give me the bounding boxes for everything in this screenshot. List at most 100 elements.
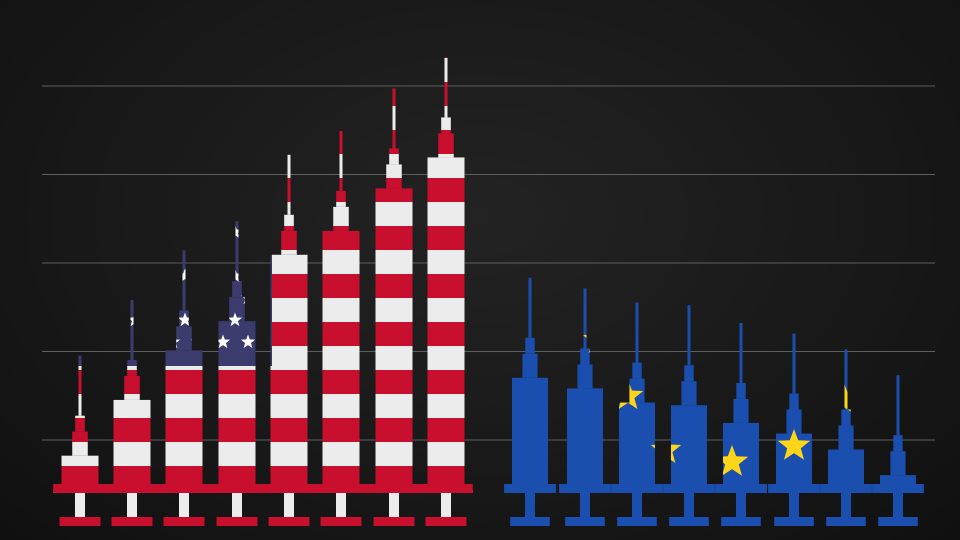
usa-syringe-bar (419, 484, 473, 526)
usa-star (152, 224, 168, 239)
usa-star (215, 290, 231, 305)
eu-syringe-needle (528, 277, 532, 338)
eu-series (504, 277, 924, 526)
usa-star (177, 224, 193, 239)
eu-syringe-hub (684, 365, 694, 382)
usa-star (127, 224, 143, 239)
usa-star (140, 246, 156, 261)
eu-syringe-rod (789, 493, 799, 517)
usa-canton (53, 200, 272, 366)
eu-syringe-thumb (565, 517, 605, 526)
eu-syringe-barrel (619, 402, 655, 484)
usa-star (65, 202, 81, 217)
usa-star (90, 202, 106, 217)
eu-syringe-rod (632, 493, 642, 517)
usa-star (77, 224, 93, 239)
usa-star (240, 246, 256, 261)
eu-syringe-neck (522, 353, 538, 378)
usa-star (53, 290, 56, 305)
usa-star (77, 268, 93, 283)
eu-syringe-needle (739, 322, 743, 383)
usa-plunger-rod (389, 493, 399, 517)
usa-plunger-flange (105, 484, 159, 493)
usa-star (127, 312, 143, 327)
usa-star (252, 224, 268, 239)
usa-plunger-rod (75, 493, 85, 517)
eu-syringe-neck (786, 409, 802, 434)
usa-star (102, 224, 118, 239)
eu-syringe-bar (611, 302, 663, 526)
eu-syringe-rod (580, 493, 590, 517)
usa-star (215, 246, 231, 261)
eu-syringe-needle (635, 302, 639, 363)
eu-syringe-bar (872, 375, 924, 526)
usa-star (53, 224, 68, 239)
usa-star (202, 224, 218, 239)
usa-plunger-thumb (163, 517, 205, 526)
usa-star (77, 312, 93, 327)
eu-syringe-thumb (617, 517, 657, 526)
usa-star (190, 334, 206, 349)
eu-star (777, 429, 811, 460)
usa-star (53, 268, 68, 283)
usa-stripe (53, 490, 473, 514)
usa-star (227, 224, 243, 239)
usa-stripe (53, 274, 473, 298)
usa-plunger-thumb (425, 517, 467, 526)
usa-plunger-flange (262, 484, 316, 493)
eu-syringe-flange (872, 484, 924, 493)
eu-syringe-hub (632, 362, 642, 379)
eu-syringe-rod (736, 493, 746, 517)
eu-syringe-hub (580, 348, 590, 365)
usa-syringe-bar (105, 484, 159, 526)
usa-syringe-bar (367, 484, 421, 526)
usa-plunger-rod (441, 493, 451, 517)
usa-star (65, 290, 81, 305)
eu-syringe-rod (893, 493, 903, 517)
usa-syringe-bar (262, 484, 316, 526)
usa-stripe (53, 130, 473, 154)
eu-syringe-hub (789, 393, 799, 410)
usa-stripe (53, 394, 473, 418)
eu-syringe-flange (611, 484, 663, 493)
eu-syringe-thumb (721, 517, 761, 526)
eu-syringe-bar (715, 322, 767, 526)
usa-star (90, 246, 106, 261)
usa-star (115, 246, 131, 261)
usa-star (140, 334, 156, 349)
usa-stripe (53, 418, 473, 442)
usa-syringe-bar (53, 484, 107, 526)
eu-syringe-needle (583, 288, 587, 349)
usa-stripe (53, 370, 473, 394)
eu-syringe-barrel (567, 388, 603, 484)
usa-star (90, 334, 106, 349)
eu-syringe-rod (525, 493, 535, 517)
usa-stripe (53, 346, 473, 370)
eu-syringe-thumb (826, 517, 866, 526)
eu-syringe-needle (792, 333, 796, 394)
usa-stripe (53, 442, 473, 466)
eu-syringe-bar (559, 288, 611, 526)
usa-star (102, 268, 118, 283)
eu-syringe-thumb (510, 517, 550, 526)
usa-stripe (53, 57, 473, 58)
usa-star (152, 312, 168, 327)
usa-star (215, 334, 231, 349)
usa-star (177, 268, 193, 283)
usa-plunger-flange (314, 484, 368, 493)
eu-syringe-hub (525, 337, 535, 354)
usa-stripe (53, 322, 473, 346)
eu-syringe-neck (890, 451, 906, 476)
usa-stripe (53, 106, 473, 130)
eu-syringe-barrel (828, 449, 864, 484)
eu-syringe-thumb (878, 517, 918, 526)
eu-syringe-flange (820, 484, 872, 493)
usa-plunger-flange (157, 484, 211, 493)
usa-star (53, 202, 56, 217)
eu-syringe-neck (733, 398, 749, 423)
usa-plunger-thumb (216, 517, 258, 526)
eu-syringe-neck (838, 425, 854, 450)
usa-plunger-thumb (320, 517, 362, 526)
